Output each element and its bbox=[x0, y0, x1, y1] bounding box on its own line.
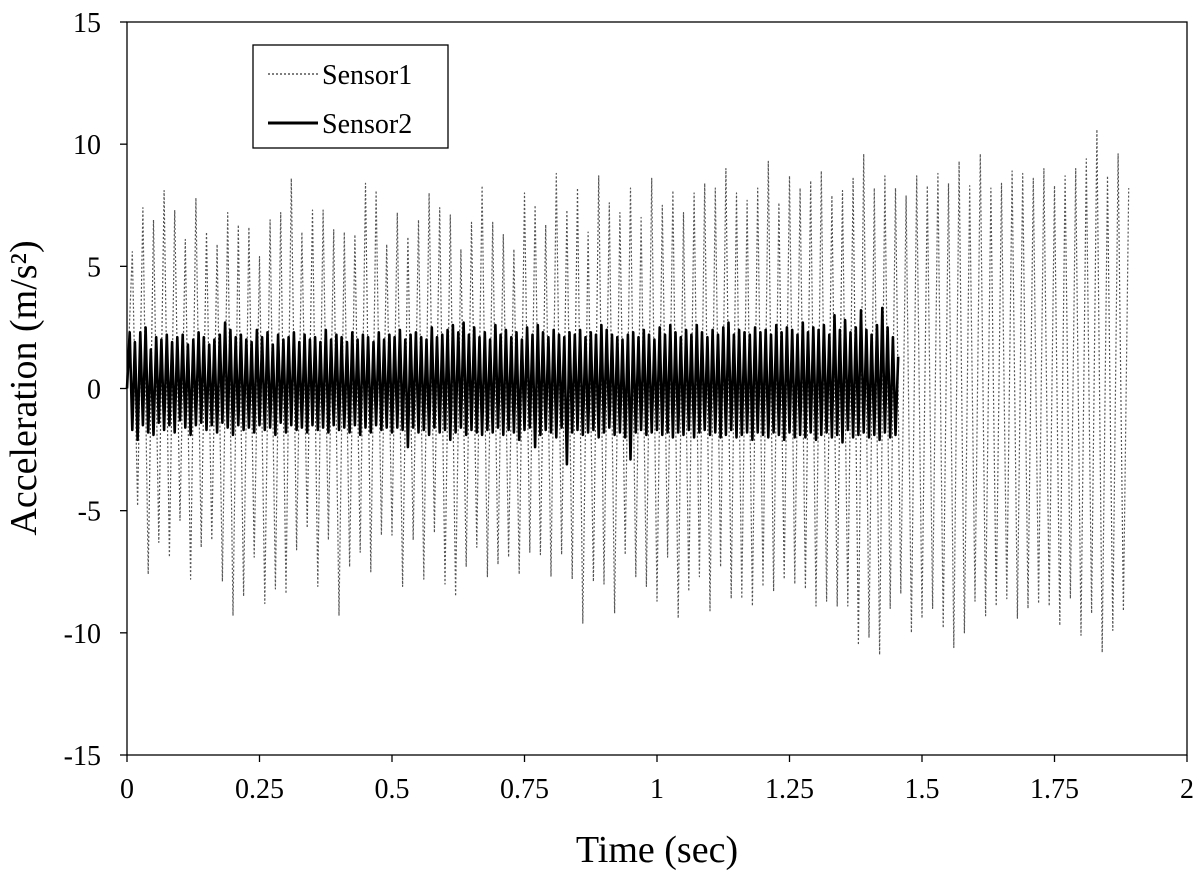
y-tick-label: -15 bbox=[64, 741, 101, 772]
x-tick-label: 0.25 bbox=[235, 774, 284, 805]
x-tick-label: 1.75 bbox=[1030, 774, 1079, 805]
x-tick-label: 0.5 bbox=[375, 774, 410, 805]
x-tick-label: 2 bbox=[1180, 774, 1194, 805]
y-tick-label: -10 bbox=[64, 619, 101, 650]
x-tick-label: 0 bbox=[120, 774, 134, 805]
x-tick-label: 1.25 bbox=[765, 774, 814, 805]
x-tick-label: 1 bbox=[650, 774, 664, 805]
y-tick-label: 10 bbox=[73, 130, 101, 161]
series-layer bbox=[125, 128, 1130, 656]
legend-label-sensor1: Sensor1 bbox=[322, 60, 412, 91]
legend-box bbox=[252, 44, 449, 149]
y-tick-label: 15 bbox=[73, 8, 101, 39]
x-tick-label: 1.5 bbox=[905, 774, 940, 805]
y-tick-label: 0 bbox=[87, 375, 101, 406]
legend: Sensor1 Sensor2 bbox=[252, 44, 449, 149]
y-axis-title: Acceleration (m/s²) bbox=[3, 240, 45, 535]
legend-label-sensor2: Sensor2 bbox=[322, 109, 412, 140]
y-tick-label: -5 bbox=[78, 497, 101, 528]
x-tick-label: 0.75 bbox=[500, 774, 549, 805]
axis-ticks: 0 0.25 0.5 0.75 1 1.25 1.5 1.75 2 15 10 5 0 -5 -10 -15 bbox=[64, 8, 1194, 805]
series-line-sensor2 bbox=[125, 306, 900, 466]
x-axis-title: Time (sec) bbox=[576, 829, 738, 871]
y-tick-label: 5 bbox=[87, 252, 101, 283]
